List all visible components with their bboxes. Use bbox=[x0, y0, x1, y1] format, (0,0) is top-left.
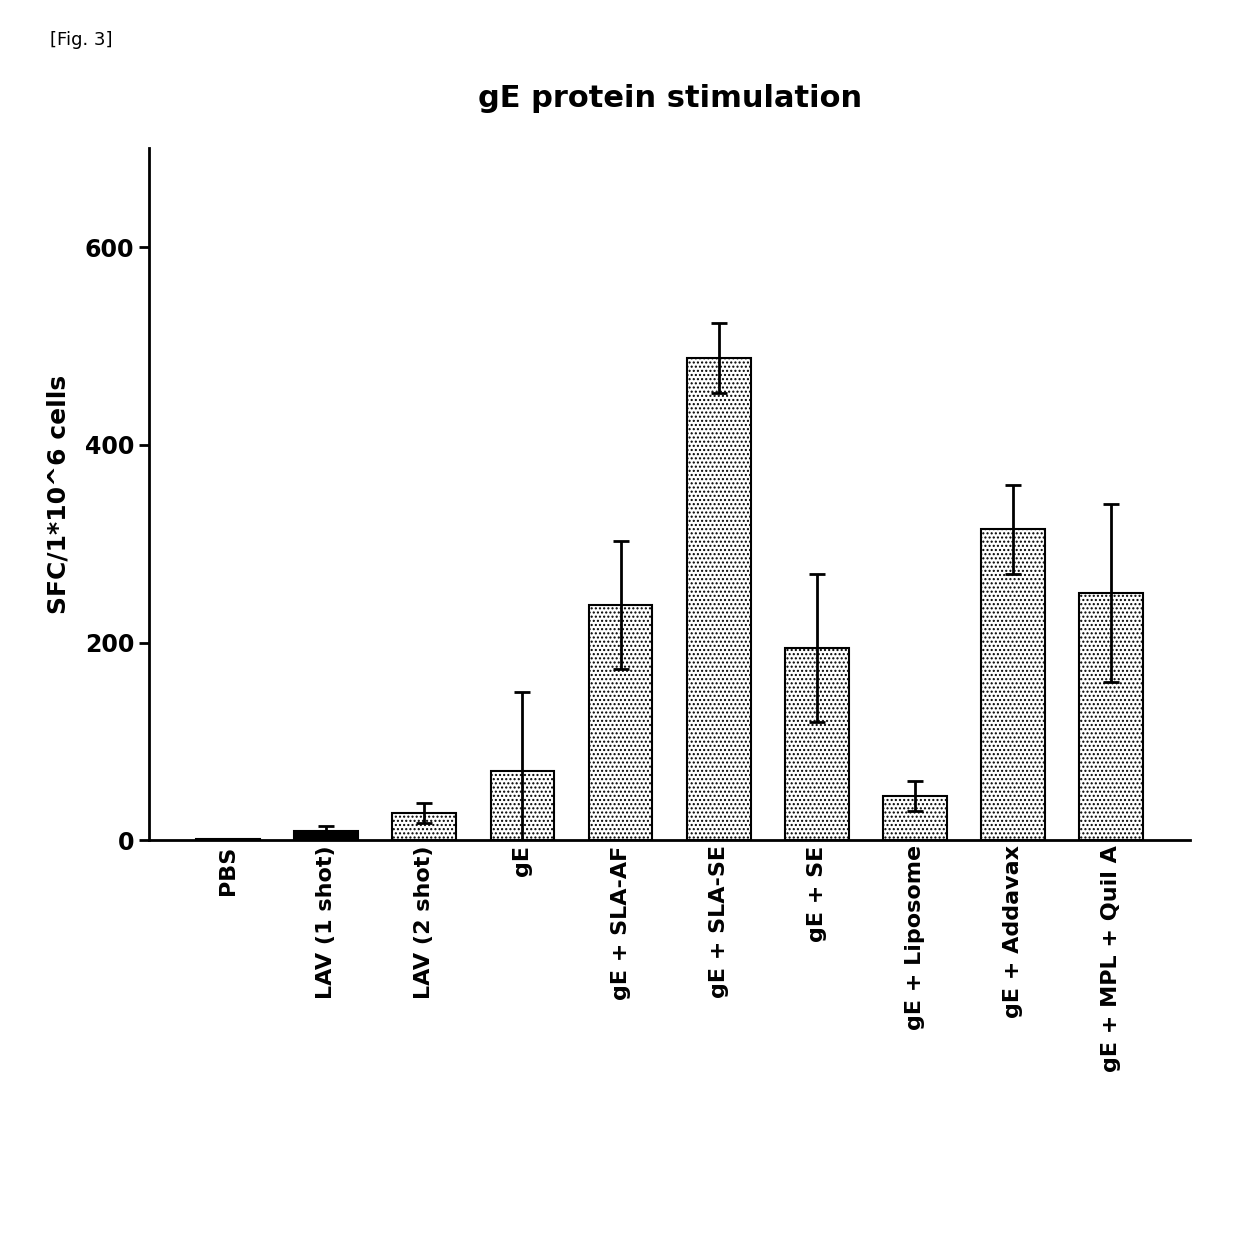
Title: gE protein stimulation: gE protein stimulation bbox=[477, 84, 862, 112]
Bar bbox=[1079, 593, 1143, 840]
Bar bbox=[981, 529, 1045, 840]
Y-axis label: SFC/1*10^6 cells: SFC/1*10^6 cells bbox=[47, 375, 71, 614]
Bar bbox=[785, 648, 848, 840]
Bar bbox=[294, 831, 358, 840]
Text: [Fig. 3]: [Fig. 3] bbox=[50, 31, 112, 49]
Bar bbox=[687, 358, 750, 840]
Bar bbox=[491, 771, 554, 840]
Bar bbox=[589, 606, 652, 840]
Bar bbox=[392, 813, 456, 840]
Bar bbox=[883, 796, 947, 840]
